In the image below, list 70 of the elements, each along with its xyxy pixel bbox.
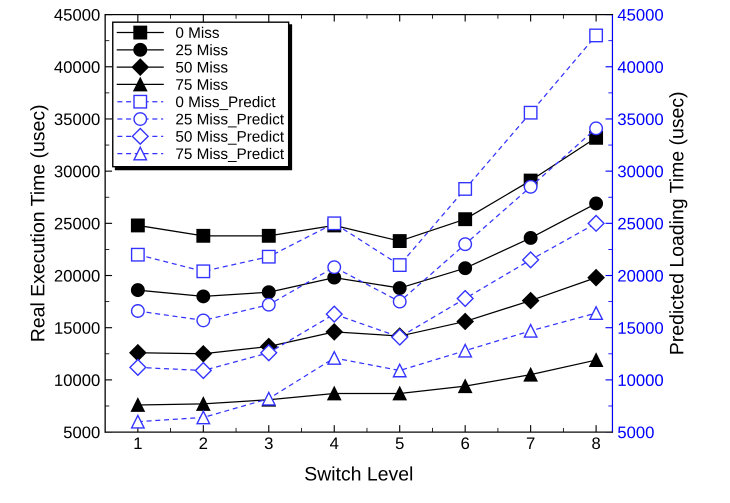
point: [524, 180, 538, 194]
point: [262, 250, 276, 264]
point: [262, 285, 276, 300]
point: [130, 398, 145, 412]
point: [327, 386, 342, 400]
x-tick-label: 6: [461, 437, 470, 450]
point: [458, 261, 472, 276]
y2-tick-label: 10000: [618, 374, 664, 386]
point: [196, 396, 210, 411]
y-axis-title: Real Execution Time (usec): [30, 106, 48, 341]
y-tick-label: 10000: [55, 374, 100, 386]
point: [262, 228, 276, 243]
x-tick-label: 4: [330, 438, 338, 450]
y2-tick-label: 45000: [618, 8, 664, 21]
point: [326, 323, 343, 340]
point: [130, 218, 145, 232]
y2-tick-label: 40000: [618, 61, 664, 73]
y-tick-label: 20000: [54, 270, 100, 282]
y-tick-label: 5000: [64, 426, 100, 438]
y-tick-label: 25000: [54, 218, 100, 230]
y2-tick-label: 35000: [618, 113, 664, 126]
legend-label: 75 Miss: [176, 78, 228, 90]
y-tick-label: 15000: [55, 322, 100, 334]
point: [129, 344, 146, 362]
point: [456, 312, 474, 330]
point: [458, 379, 472, 394]
y-tick-label: 30000: [54, 166, 100, 178]
y2-tick-label: 30000: [618, 166, 664, 178]
point: [524, 368, 538, 382]
point: [194, 345, 212, 362]
point: [524, 106, 538, 120]
y2-tick-label: 25000: [618, 218, 664, 230]
y2-tick-label: 20000: [618, 270, 664, 282]
y2-axis-title: Predicted Loading Time (usec): [669, 92, 688, 354]
x-axis-title: Switch Level: [305, 466, 412, 481]
point: [194, 362, 212, 380]
point: [456, 290, 474, 308]
legend-label: 50 Miss_Predict: [176, 130, 284, 145]
x-tick-label: 8: [592, 437, 600, 450]
point: [130, 283, 145, 298]
legend-label: 0 Miss_Predict: [176, 96, 276, 110]
point: [326, 306, 343, 323]
point: [260, 344, 278, 362]
point: [589, 196, 604, 210]
legend-label: 0 Miss: [176, 26, 219, 38]
y2-tick-label: 15000: [618, 322, 664, 334]
legend-label: 25 Miss_Predict: [176, 113, 284, 128]
point: [458, 212, 472, 226]
y-tick-label: 45000: [54, 8, 100, 21]
y2-tick-label: 5000: [618, 426, 654, 438]
y-tick-label: 35000: [54, 113, 100, 126]
point: [588, 269, 605, 286]
legend-label: 75 Miss_Predict: [176, 148, 284, 162]
x-tick-label: 2: [200, 437, 208, 450]
point: [524, 231, 538, 245]
x-tick-label: 7: [526, 438, 534, 450]
x-tick-label: 3: [264, 437, 273, 450]
x-tick-label: 5: [396, 438, 404, 450]
point: [392, 386, 407, 400]
point: [589, 353, 604, 368]
point: [392, 281, 407, 295]
point: [129, 358, 146, 376]
x-tick-label: 1: [134, 438, 142, 450]
legend-label: 50 Miss: [176, 61, 228, 73]
y-tick-label: 40000: [54, 61, 100, 73]
point: [196, 289, 210, 304]
point: [522, 292, 540, 310]
legend-label: 25 Miss: [176, 44, 228, 56]
point: [392, 234, 407, 248]
point: [196, 228, 210, 243]
